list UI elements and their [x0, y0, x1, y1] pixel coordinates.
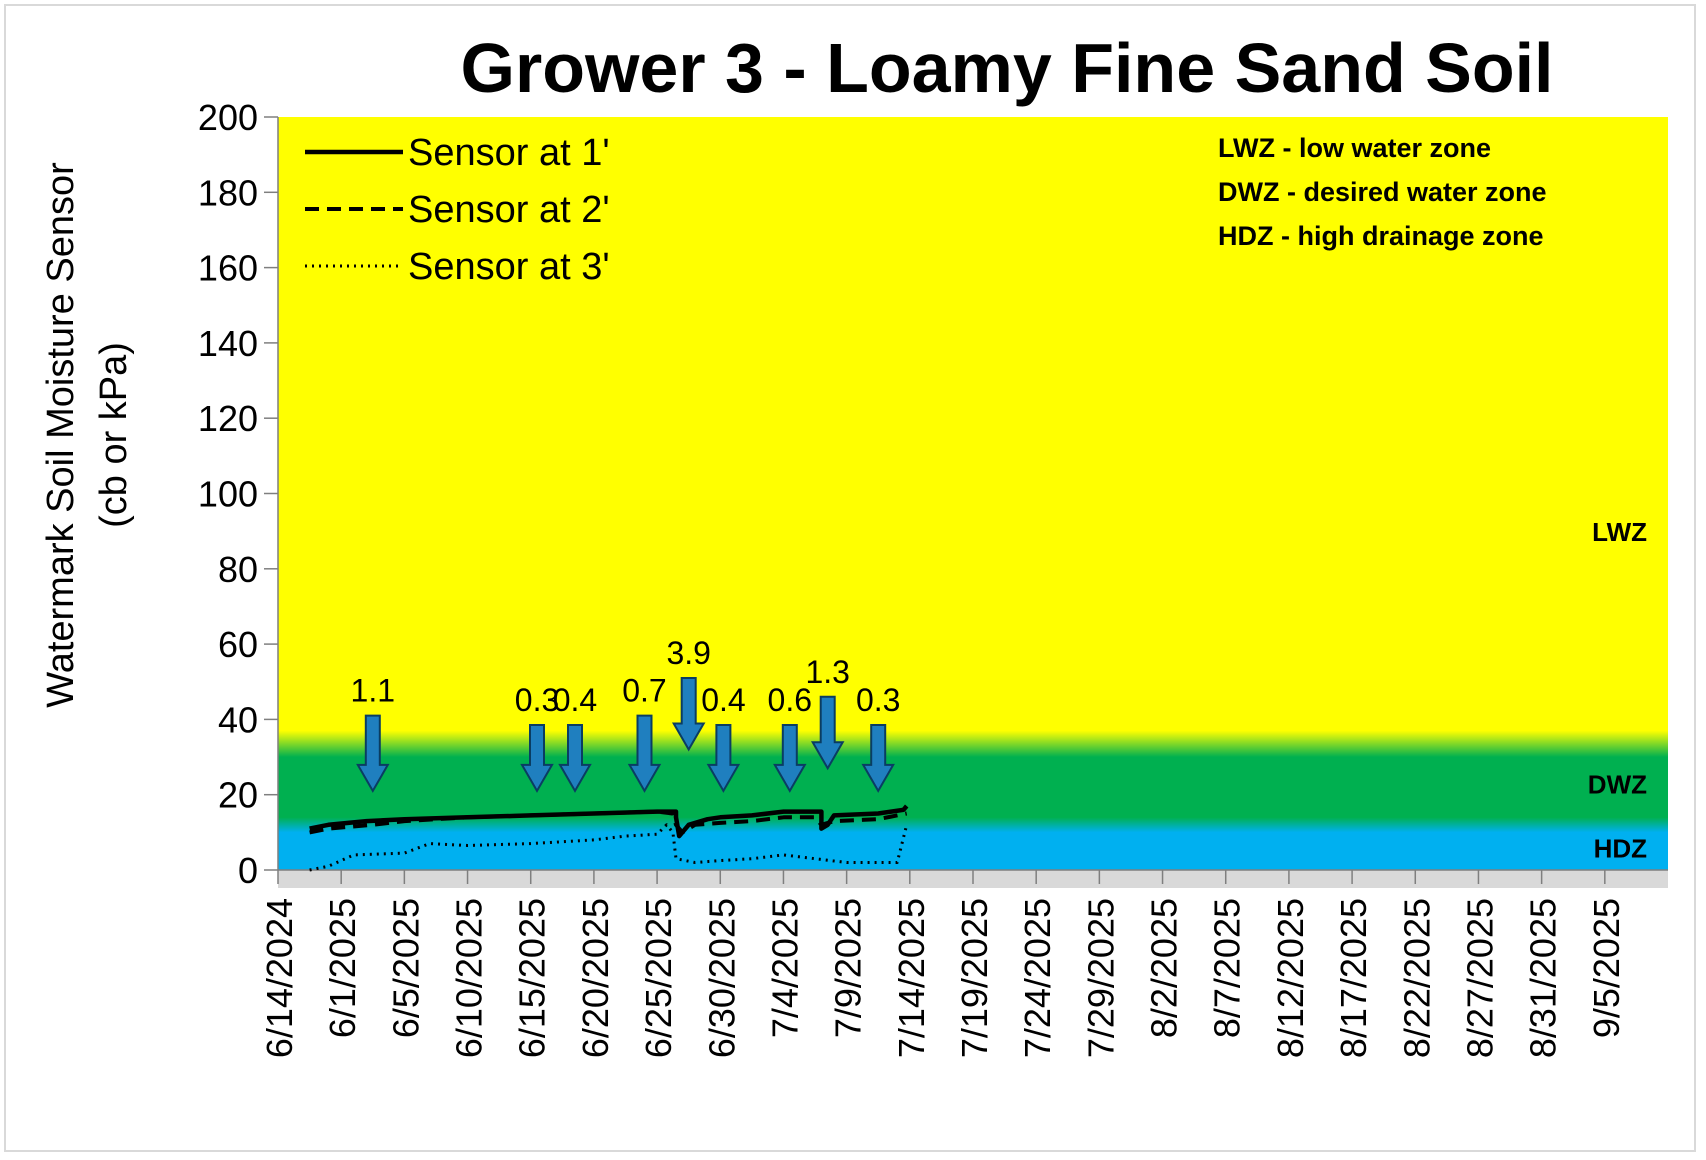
x-tick-label: 6/14/2024: [259, 898, 300, 1058]
irrigation-arrow: [356, 714, 390, 793]
x-tick-label: 8/31/2025: [1523, 898, 1564, 1058]
y-axis-label-line1: Watermark Soil Moisture Sensor: [40, 162, 82, 708]
zone-legend-entry: DWZ - desired water zone: [1218, 177, 1547, 207]
y-tick-label: 100: [198, 474, 258, 515]
y-tick-label: 60: [218, 624, 258, 665]
series-layer: [309, 804, 909, 872]
irrigation-label: 3.9: [666, 635, 710, 671]
legend-label: Sensor at 1': [408, 132, 610, 174]
irrigation-label: 0.7: [622, 673, 666, 709]
y-axis-label-line2: (cb or kPa): [93, 342, 135, 528]
irrigation-arrow: [627, 714, 662, 793]
irrigation-label: 0.4: [701, 682, 745, 718]
y-axis: 0 20 40 60 80 100 120 140 160 180 200: [198, 97, 279, 891]
irrigation-label: 0.4: [553, 682, 597, 718]
y-tick-label: 200: [198, 97, 258, 138]
y-tick-label: 180: [198, 172, 258, 213]
irrigation-arrow: [520, 724, 554, 793]
x-tick-label: 6/20/2025: [575, 898, 616, 1058]
irrigation-label: 0.3: [515, 682, 559, 718]
zone-legend: LWZ - low water zone DWZ - desired water …: [1218, 133, 1547, 251]
irrigation-arrow: [671, 677, 706, 752]
plot-area: [278, 117, 1668, 888]
x-tick-label: 7/19/2025: [954, 898, 995, 1058]
x-tick-label: 6/10/2025: [449, 898, 490, 1058]
x-tick-label: 7/4/2025: [764, 898, 805, 1038]
x-tick-label: 6/5/2025: [385, 898, 426, 1038]
chart-frame: [4, 4, 1696, 1152]
y-tick-label: 140: [198, 323, 258, 364]
y-tick-label: 0: [238, 850, 258, 891]
y-tick-label: 40: [218, 699, 258, 740]
x-tick-label: 8/22/2025: [1396, 898, 1437, 1058]
x-tick-label: 7/14/2025: [891, 898, 932, 1058]
x-tick-label: 6/30/2025: [701, 898, 742, 1058]
legend-label: Sensor at 3': [408, 246, 610, 288]
zone-legend-entry: HDZ - high drainage zone: [1218, 221, 1544, 251]
legend-label: Sensor at 2': [408, 189, 610, 231]
x-tick-label: 6/1/2025: [322, 898, 363, 1038]
x-tick-label: 9/5/2025: [1586, 898, 1627, 1038]
legend: Sensor at 1' Sensor at 2' Sensor at 3': [305, 132, 610, 288]
zone-labels: LWZ DWZ HDZ: [1588, 517, 1647, 863]
x-tick-label: 7/29/2025: [1080, 898, 1121, 1058]
y-axis-label: Watermark Soil Moisture Sensor (cb or kP…: [40, 162, 135, 708]
y-tick-label: 160: [198, 248, 258, 289]
x-axis: 6/14/2024 6/1/2025 6/5/2025 6/10/2025 6/15/2…: [259, 869, 1668, 1058]
zone-label: HDZ: [1594, 833, 1648, 863]
x-tick-label: 7/24/2025: [1017, 898, 1058, 1058]
zone-label: DWZ: [1588, 769, 1647, 799]
zone-background: [278, 117, 1668, 870]
y-tick-label: 20: [218, 775, 258, 816]
irrigation-label: 0.3: [856, 682, 900, 718]
series-line: [309, 809, 908, 835]
x-tick-label: 8/7/2025: [1207, 898, 1248, 1038]
irrigation-arrow: [773, 724, 807, 793]
irrigation-arrow: [861, 724, 895, 793]
zone-label: LWZ: [1592, 517, 1647, 547]
irrigation-arrow: [810, 695, 845, 771]
x-tick-label: 7/9/2025: [828, 898, 869, 1038]
x-tick-label: 6/15/2025: [512, 898, 553, 1058]
irrigation-arrow: [706, 724, 741, 793]
irrigation-label: 1.3: [805, 654, 849, 690]
x-tick-label: 8/12/2025: [1270, 898, 1311, 1058]
irrigation-label: 0.6: [768, 682, 812, 718]
series-line: [309, 823, 909, 872]
zone-legend-entry: LWZ - low water zone: [1218, 133, 1491, 163]
x-tick-label: 8/2/2025: [1144, 898, 1185, 1038]
y-tick-label: 80: [218, 549, 258, 590]
irrigation-label: 1.1: [351, 673, 395, 709]
x-tick-label: 6/25/2025: [638, 898, 679, 1058]
chart-title: Grower 3 - Loamy Fine Sand Soil: [461, 29, 1554, 107]
y-tick-label: 120: [198, 398, 258, 439]
irrigation-events: 1.1 0.30.4 0.73.90.4 0.61.30.3: [351, 635, 900, 793]
irrigation-arrow: [558, 724, 592, 793]
x-tick-label: 8/17/2025: [1333, 898, 1374, 1058]
x-tick-label: 8/27/2025: [1459, 898, 1500, 1058]
